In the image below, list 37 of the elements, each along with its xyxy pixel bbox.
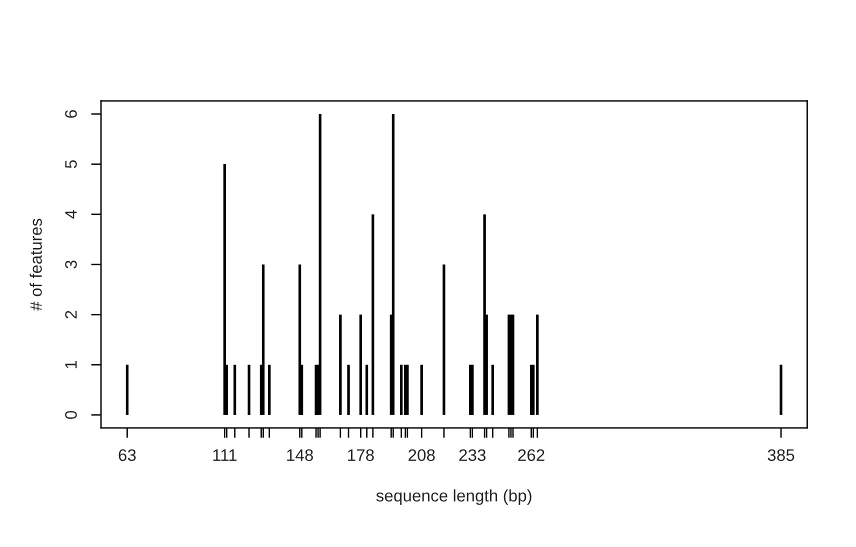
bar <box>347 364 350 415</box>
y-tick-label: 1 <box>65 360 77 368</box>
x-tick-label: 233 <box>459 449 486 462</box>
y-tick-label: 0 <box>65 410 77 419</box>
bar <box>491 364 494 415</box>
bar <box>536 314 539 415</box>
bar <box>268 364 271 415</box>
bar <box>442 264 446 415</box>
bar <box>223 164 226 415</box>
x-tick-label: 208 <box>408 449 435 462</box>
bar <box>262 264 265 415</box>
bar <box>372 214 374 415</box>
x-tick-label: 111 <box>213 449 237 461</box>
x-tick-label: 385 <box>768 449 794 462</box>
y-tick-label: 4 <box>65 210 77 219</box>
bar <box>392 114 395 415</box>
x-tick-label: 63 <box>118 449 136 462</box>
x-tick-label: 262 <box>518 449 544 462</box>
bar <box>400 364 403 415</box>
bar <box>483 214 486 415</box>
bar <box>126 364 129 415</box>
bar <box>420 364 423 415</box>
bar <box>780 364 782 415</box>
y-tick-label: 3 <box>65 260 77 268</box>
bar <box>248 364 250 415</box>
bar <box>339 314 342 415</box>
x-axis-title: sequence length (bp) <box>376 489 532 505</box>
bar <box>359 314 362 415</box>
bar <box>365 364 368 415</box>
y-tick-label: 6 <box>65 110 77 118</box>
y-axis-title: # of features <box>30 218 42 311</box>
bar <box>318 114 322 415</box>
y-tick-label: 2 <box>65 310 77 318</box>
y-tick-label: 5 <box>65 160 77 168</box>
x-tick-label: 148 <box>287 449 313 462</box>
bar <box>233 364 236 415</box>
x-tick-label: 178 <box>348 449 374 462</box>
